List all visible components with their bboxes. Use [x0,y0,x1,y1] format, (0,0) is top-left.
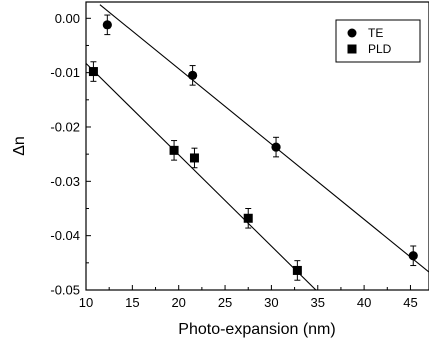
data-point-te [188,70,198,80]
y-tick-label: -0.04 [50,228,80,243]
x-tick-label: 30 [264,295,278,310]
legend-marker-te [347,28,357,38]
data-markers [88,20,418,275]
data-point-pld [169,145,179,155]
x-tick-label: 40 [357,295,371,310]
y-tick-label: -0.05 [50,283,80,298]
x-tick-label: 45 [403,295,417,310]
axis-ticks: 10 15 20 25 30 35 40 45 0.00 -0.01 -0.02 -0.03 -0.04… [50,11,417,310]
legend: TE PLD [335,19,421,63]
data-point-pld [88,67,98,77]
x-tick-label: 20 [171,295,185,310]
data-point-te [408,251,418,261]
legend-box [335,19,421,63]
x-tick-label: 35 [311,295,325,310]
legend-label-pld: PLD [368,42,392,56]
legend-marker-pld [347,44,357,54]
data-point-pld [243,213,253,223]
plot-frame [85,1,429,291]
x-tick-label: 10 [79,295,93,310]
x-tick-label: 15 [125,295,139,310]
fit-lines [86,4,429,290]
fit-line-te [99,4,429,273]
legend-label-te: TE [368,26,383,40]
x-tick-label: 25 [218,295,232,310]
fit-line-pld [86,63,317,290]
data-point-te [271,142,281,152]
data-point-pld [189,153,199,163]
data-point-pld [292,265,302,275]
y-tick-label: -0.01 [50,65,80,80]
y-axis-label: Δn [11,136,28,156]
error-bars [90,14,417,281]
data-point-te [102,20,112,30]
y-tick-label: -0.03 [50,174,80,189]
x-axis-label: Photo-expansion (nm) [178,321,335,338]
y-tick-label: 0.00 [55,11,80,26]
y-tick-label: -0.02 [50,119,80,134]
